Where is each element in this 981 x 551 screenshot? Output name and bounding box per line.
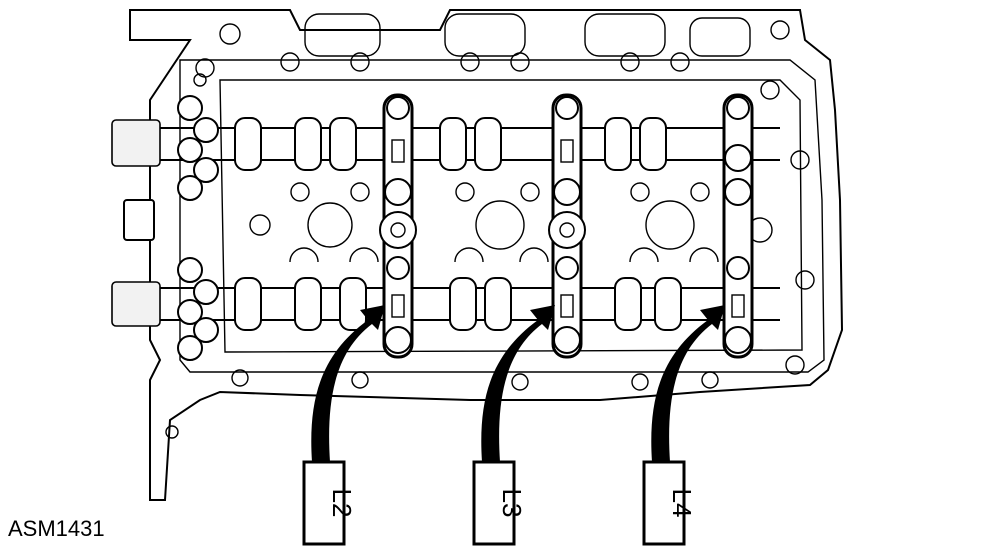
figure-code: ASM1431 (8, 516, 105, 541)
callout-label-l4: L4 (667, 489, 697, 518)
spark-plug-wells (249, 182, 773, 263)
callout-box-l3: L3 (472, 460, 527, 546)
perimeter-bolts (165, 52, 815, 439)
intake-ports (219, 13, 790, 57)
camshafts (111, 117, 780, 331)
callout-box-l2: L2 (302, 460, 357, 546)
callout-arrow-l2 (311, 305, 385, 462)
callout-arrow-l4 (651, 305, 725, 462)
bearing-cap-l2 (379, 93, 417, 359)
callout-arrow-l3 (481, 305, 555, 462)
bearing-cap-l3 (548, 93, 586, 359)
callout-label-l3: L3 (497, 489, 527, 518)
cam-sprocket-bolts (177, 95, 219, 361)
callout-label-l2: L2 (327, 489, 357, 518)
bearing-cap-l4 (722, 93, 754, 359)
callout-box-l4: L4 (642, 460, 697, 546)
